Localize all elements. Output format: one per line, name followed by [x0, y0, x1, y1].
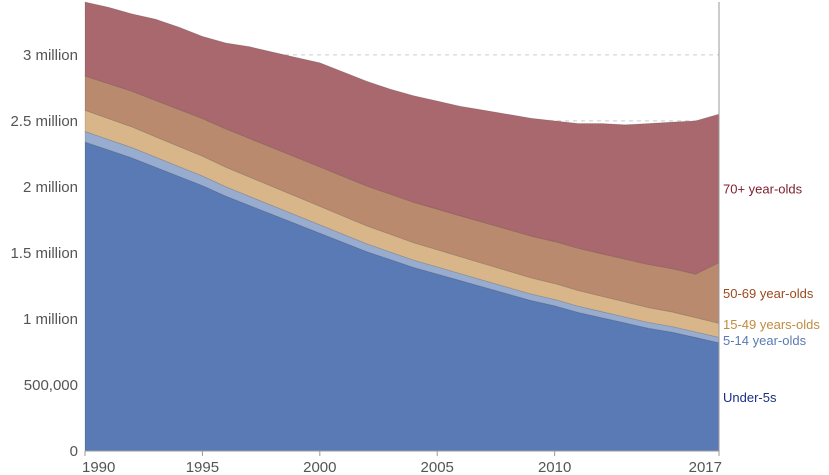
- y-tick-label: 0: [70, 443, 78, 460]
- area-series: [84, 1, 720, 452]
- series-label-70-year-olds: 70+ year-olds: [723, 181, 803, 196]
- y-tick-label: 1.5 million: [10, 245, 78, 262]
- x-tick-label: 1990: [82, 459, 115, 475]
- series-label-under-5s: Under-5s: [723, 390, 777, 405]
- y-tick-label: 1 million: [23, 311, 78, 328]
- series-label-50-69-year-olds: 50-69 year-olds: [723, 286, 814, 301]
- series-label-5-14-year-olds: 5-14 year-olds: [723, 333, 807, 348]
- y-axis-ticks: 0 500,000 1 million 1.5 million 2 million 2.5…: [10, 47, 78, 460]
- x-tick-label: 2005: [421, 459, 454, 475]
- y-tick-label: 3 million: [23, 47, 78, 64]
- x-tick-label: 2000: [303, 459, 336, 475]
- y-tick-label: 2.5 million: [10, 113, 78, 130]
- x-axis-ticks: 1990 1995 2000 2005 2010 2017: [82, 451, 722, 475]
- y-tick-label: 500,000: [24, 377, 78, 394]
- axes: [85, 2, 720, 452]
- y-tick-label: 2 million: [23, 179, 78, 196]
- x-tick-label: 2017: [689, 459, 722, 475]
- series-label-15-49-years-olds: 15-49 years-olds: [723, 317, 820, 332]
- x-tick-label: 2010: [538, 459, 571, 475]
- x-tick-label: 1995: [186, 459, 219, 475]
